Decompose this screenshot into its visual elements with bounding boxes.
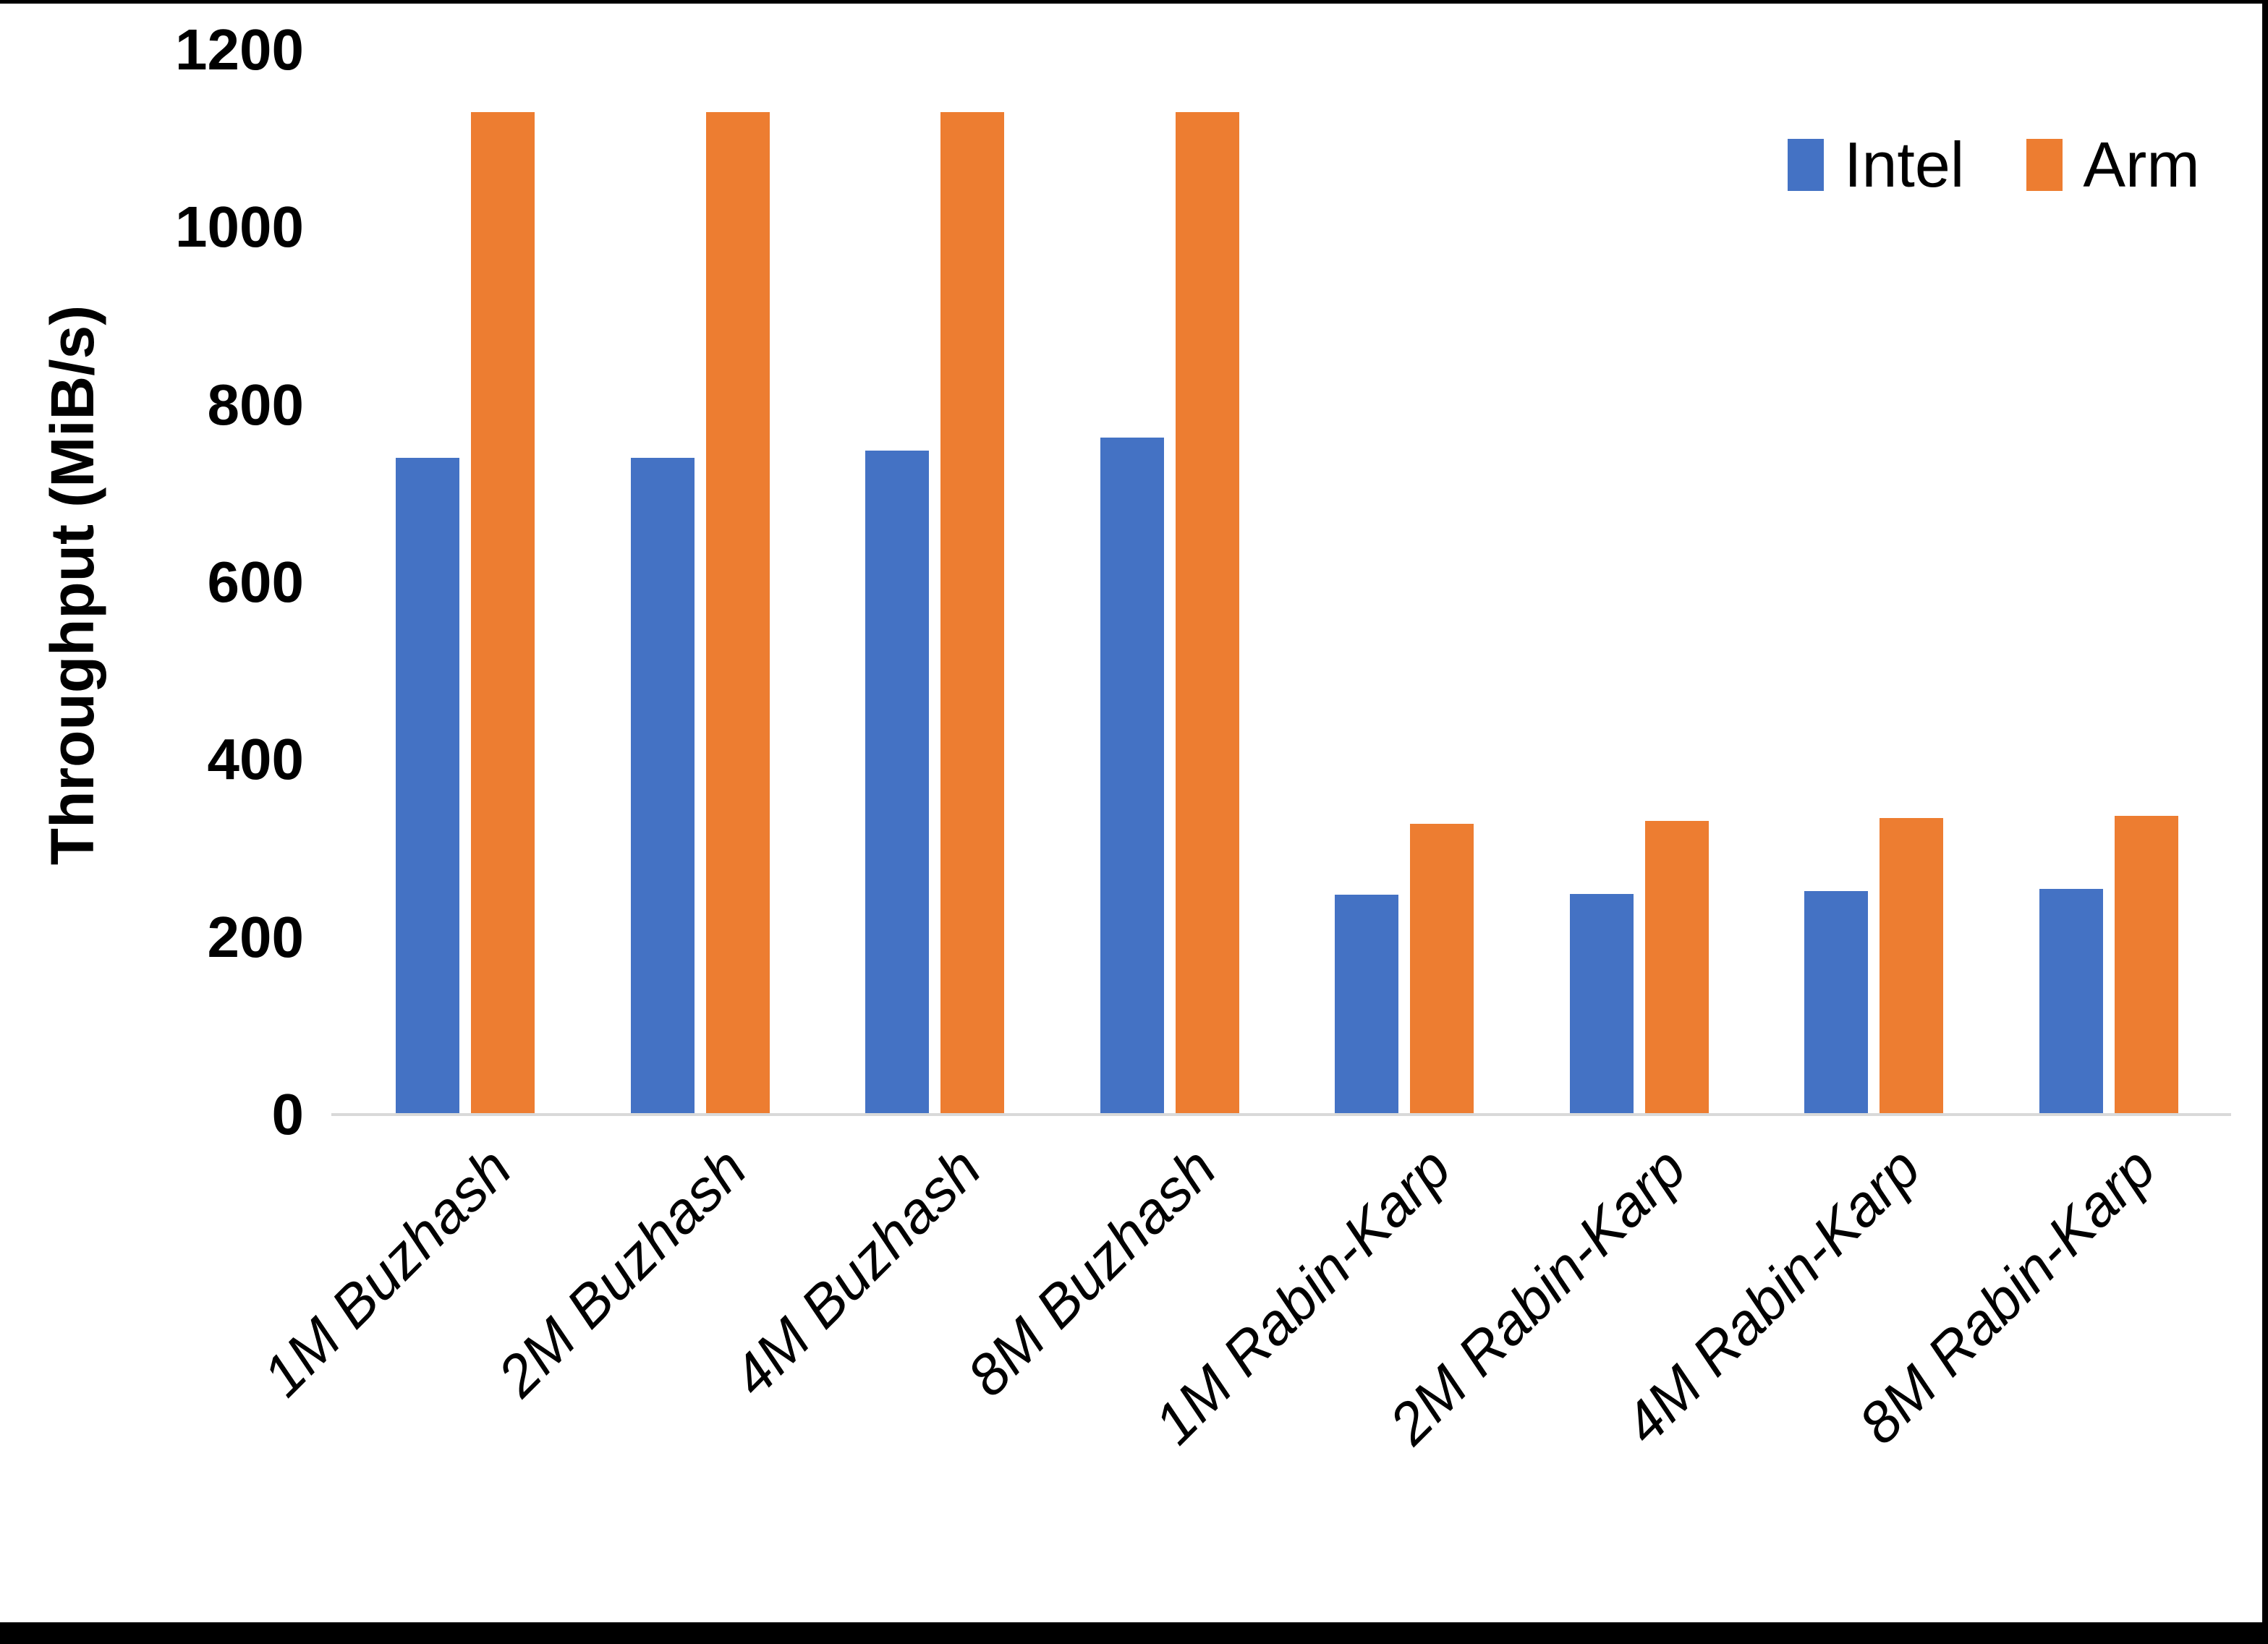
bar-intel-7 <box>1804 890 1869 1115</box>
x-category-label: 8M Rabin-Karp <box>1846 1135 2167 1457</box>
bar-arm-8 <box>2114 815 2178 1115</box>
bar-intel-1 <box>396 458 459 1115</box>
y-tick-label: 1000 <box>175 195 304 260</box>
y-tick-label: 0 <box>271 1082 305 1146</box>
page-border-bottom <box>0 1622 2268 1644</box>
legend-label: Intel <box>1844 129 1965 200</box>
legend-swatch-icon <box>2026 139 2063 191</box>
legend-item-arm: Arm <box>2026 129 2200 200</box>
bar-intel-6 <box>1569 893 1634 1115</box>
bar-intel-3 <box>865 451 930 1115</box>
bar-arm-4 <box>1175 111 1239 1115</box>
bar-intel-5 <box>1335 894 1399 1115</box>
y-tick-label: 800 <box>207 372 304 437</box>
bar-arm-2 <box>705 111 770 1115</box>
page-border-right <box>2262 0 2268 1644</box>
legend-label: Arm <box>2083 129 2200 200</box>
bar-arm-7 <box>1880 818 1944 1115</box>
legend-item-intel: Intel <box>1788 132 1964 198</box>
plot-area <box>331 50 2230 1115</box>
legend-swatch-icon <box>1788 139 1824 191</box>
y-tick-label: 600 <box>207 550 304 614</box>
bar-intel-8 <box>2039 889 2103 1115</box>
y-tick-label: 200 <box>207 904 304 969</box>
page-border-top <box>0 0 2268 4</box>
y-tick-label: 400 <box>207 727 304 792</box>
y-tick-label: 1200 <box>175 17 304 82</box>
bar-arm-6 <box>1644 820 1709 1115</box>
bar-arm-3 <box>940 111 1005 1115</box>
bar-intel-2 <box>630 458 695 1115</box>
x-axis-line <box>331 1113 2231 1116</box>
legend: Intel Arm <box>1788 132 2200 198</box>
bar-arm-5 <box>1410 823 1474 1115</box>
bar-intel-4 <box>1100 438 1164 1115</box>
bar-arm-1 <box>471 111 535 1115</box>
